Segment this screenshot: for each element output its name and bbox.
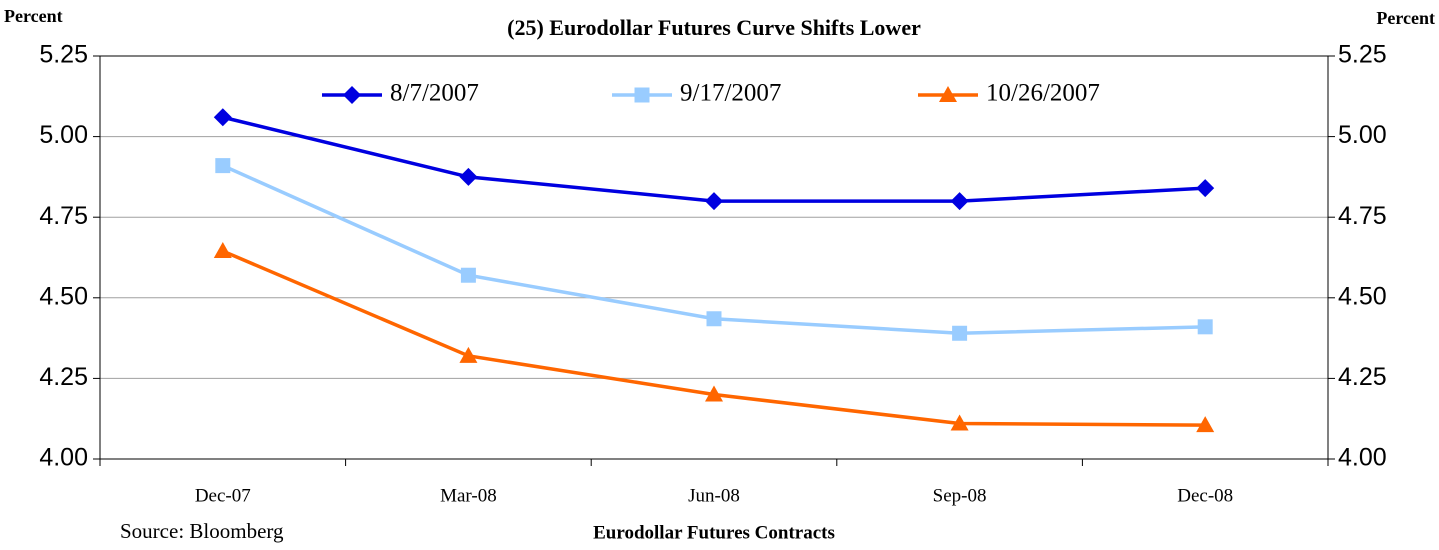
y-tick-label: 4.75 [39,202,88,230]
x-tick-label: Mar-08 [440,485,497,506]
y2-tick-label: 5.25 [1338,41,1387,69]
data-point [459,346,478,363]
legend-swatch-marker [634,87,650,103]
y-tick-label: 5.00 [39,121,88,149]
y-tick-label: 5.25 [39,41,88,69]
y2-tick-label: 4.00 [1338,444,1387,472]
chart-title: (25) Eurodollar Futures Curve Shifts Low… [507,15,921,40]
y2-axis-label: Percent [1376,8,1435,28]
data-point [459,167,478,186]
data-point [460,267,476,283]
y-tick-label: 4.00 [39,444,88,472]
data-point [950,192,969,211]
data-point [952,325,968,341]
data-point [950,414,969,431]
y-tick-label: 4.50 [39,282,88,310]
data-point [1196,179,1215,198]
data-point [215,158,231,174]
x-tick-label: Sep-08 [933,485,987,506]
y2-tick-label: 4.75 [1338,202,1387,230]
source-note: Source: Bloomberg [120,519,284,543]
y-axis-label: Percent [4,6,63,26]
x-axis-label: Eurodollar Futures Contracts [593,522,835,543]
data-point [705,385,723,402]
legend-label: 10/26/2007 [986,80,1100,107]
data-point [706,311,722,327]
y2-tick-label: 5.00 [1338,121,1387,149]
data-point [1197,319,1213,335]
legend-label: 8/7/2007 [390,80,479,107]
legend-swatch-marker [343,86,361,104]
x-tick-label: Dec-07 [195,485,251,506]
legend-label: 9/17/2007 [680,80,781,107]
plot-frame [99,55,1329,460]
data-point [705,192,723,211]
data-point [213,242,232,259]
legend-swatch-marker [939,86,957,102]
data-point [1196,416,1215,433]
x-tick-label: Dec-08 [1177,485,1233,506]
data-point [213,108,232,127]
x-tick-label: Jun-08 [688,485,740,506]
y2-tick-label: 4.50 [1338,282,1387,310]
y2-tick-label: 4.25 [1338,363,1387,391]
y-tick-label: 4.25 [39,363,88,391]
